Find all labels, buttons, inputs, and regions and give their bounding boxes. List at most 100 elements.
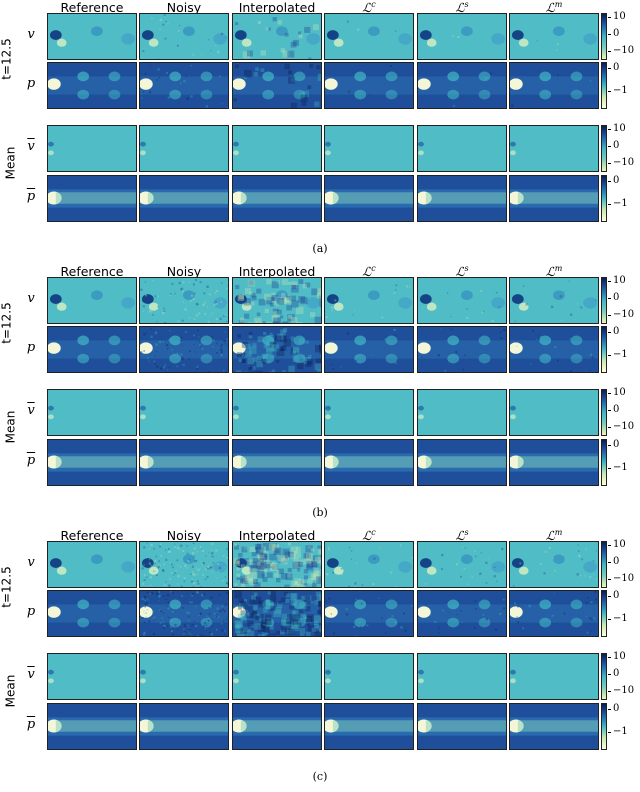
column-header-sup: s: [464, 0, 469, 9]
field-image: [509, 439, 599, 486]
colorbar-tick-label: 0: [607, 404, 620, 415]
column-header: ℒc: [324, 0, 414, 15]
row-label-text: p: [26, 189, 36, 204]
row-label-text: v: [27, 291, 35, 306]
field-image: [47, 653, 137, 700]
side-label-instant: t=12.5: [0, 566, 14, 608]
field-image: [417, 389, 507, 436]
field-image: [232, 175, 322, 222]
row-label-v-mean: v: [24, 139, 38, 154]
colorbar-tick-label: 0: [607, 175, 620, 186]
colorbar: [601, 541, 607, 588]
colorbar-tick-label: 10: [608, 11, 626, 22]
panel-caption: (b): [312, 506, 328, 519]
side-label-mean: Mean: [3, 410, 18, 444]
field-image: [324, 653, 414, 700]
colorbar-tick-label: 0: [607, 590, 620, 601]
colorbar: [601, 62, 607, 109]
colorbar-tick-label: −1: [608, 726, 628, 737]
row-label-p: p: [24, 76, 38, 91]
field-image: [232, 125, 322, 172]
column-header-text: Interpolated: [238, 0, 316, 15]
field-image: [509, 703, 599, 750]
row-label-v-mean: v: [24, 667, 38, 682]
field-image: [417, 62, 507, 109]
colorbar-tick-label: 0: [607, 668, 620, 679]
field-image: [324, 175, 414, 222]
row-label-p: p: [24, 604, 38, 619]
side-label-mean: Mean: [3, 674, 18, 708]
field-image: [324, 590, 414, 637]
column-header-text: ℒ: [455, 0, 465, 16]
column-header-text: Noisy: [166, 0, 202, 15]
column-header: Reference: [47, 0, 137, 15]
field-image: [324, 13, 414, 60]
column-header-sup: c: [371, 264, 376, 273]
column-header: Interpolated: [232, 0, 322, 15]
field-image: [47, 326, 137, 373]
field-image: [509, 389, 599, 436]
row-label-text: p: [26, 76, 36, 91]
panel-caption: (a): [312, 242, 328, 255]
field-image: [324, 62, 414, 109]
row-label-text: v: [27, 667, 35, 682]
column-header-text: Reference: [60, 264, 124, 279]
row-label-p-mean: p: [24, 189, 38, 204]
row-label-text: p: [26, 604, 36, 619]
field-image: [232, 653, 322, 700]
figure-panel: Reference Noisy Interpolated ℒc ℒs ℒm t=12.5 Me…: [0, 0, 640, 260]
field-image: [232, 389, 322, 436]
column-header: Noisy: [139, 0, 229, 15]
colorbar-tick-label: 0: [607, 28, 620, 39]
figure-panel: Reference Noisy Interpolated ℒc ℒs ℒm t=12.5 Me…: [0, 264, 640, 524]
field-image: [232, 541, 322, 588]
colorbar-tick-label: −10: [607, 157, 635, 168]
field-image: [139, 389, 229, 436]
row-label-v: v: [24, 291, 38, 306]
column-header: ℒm: [509, 0, 599, 15]
field-image: [417, 439, 507, 486]
column-header-text: Reference: [60, 0, 124, 15]
column-header-text: ℒ: [545, 528, 555, 544]
field-image: [232, 326, 322, 373]
field-image: [139, 125, 229, 172]
column-header-text: ℒ: [545, 0, 555, 16]
colorbar-tick-label: 0: [607, 439, 620, 450]
row-label-p-mean: p: [24, 717, 38, 732]
column-header-text: Noisy: [166, 264, 202, 279]
field-image: [139, 277, 229, 324]
field-image: [232, 439, 322, 486]
field-image: [232, 277, 322, 324]
column-header-text: ℒ: [362, 528, 372, 544]
colorbar-tick-label: −1: [608, 462, 628, 473]
side-label-mean: Mean: [3, 146, 18, 180]
colorbar: [601, 389, 607, 436]
colorbar: [601, 590, 607, 637]
field-image: [509, 326, 599, 373]
row-label-v: v: [24, 27, 38, 42]
colorbar-tick-label: −10: [607, 573, 635, 584]
field-image: [47, 389, 137, 436]
column-header-text: ℒ: [545, 264, 555, 280]
colorbar: [601, 13, 607, 60]
colorbar: [601, 326, 607, 373]
column-header: Interpolated: [232, 528, 322, 543]
column-header: Noisy: [139, 264, 229, 279]
column-header-sup: s: [464, 264, 469, 273]
field-image: [509, 277, 599, 324]
colorbar-tick-label: 0: [607, 140, 620, 151]
field-image: [509, 590, 599, 637]
column-header-sup: s: [464, 528, 469, 537]
field-image: [509, 62, 599, 109]
field-image: [417, 175, 507, 222]
field-image: [324, 439, 414, 486]
field-image: [47, 277, 137, 324]
field-image: [509, 13, 599, 60]
field-image: [324, 703, 414, 750]
column-header-sup: m: [554, 0, 563, 9]
column-header-text: ℒ: [455, 528, 465, 544]
row-label-p: p: [24, 340, 38, 355]
field-image: [139, 13, 229, 60]
column-header: ℒs: [417, 0, 507, 15]
field-image: [417, 13, 507, 60]
